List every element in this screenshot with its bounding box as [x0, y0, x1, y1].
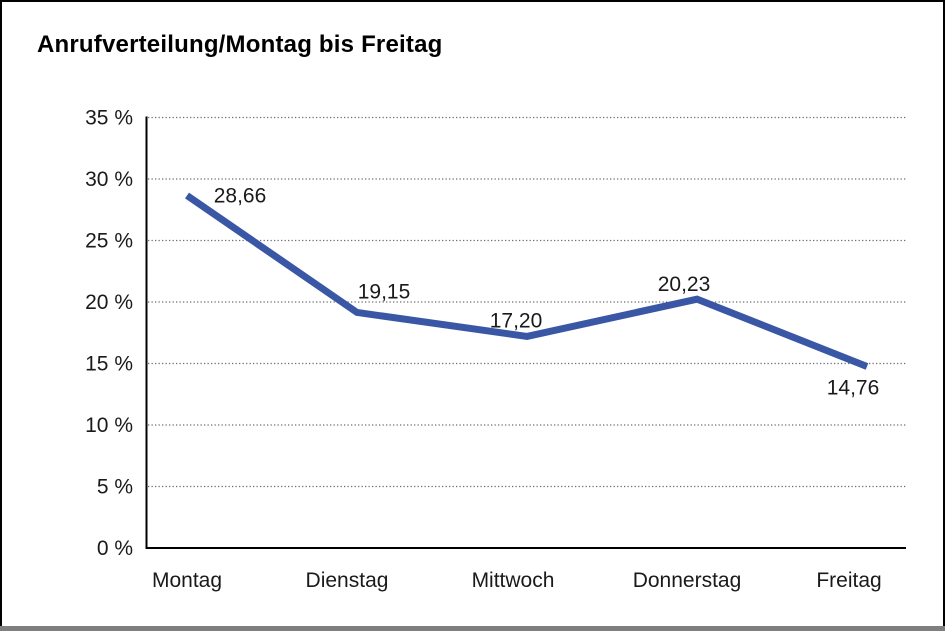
y-axis-tick-label: 30 %: [85, 168, 133, 191]
chart-title: Anrufverteilung/Montag bis Freitag: [37, 31, 443, 58]
data-point-label: 17,20: [490, 309, 543, 332]
y-axis-tick-label: 35 %: [85, 107, 133, 130]
y-axis-tick-label: 15 %: [85, 353, 133, 376]
x-axis-label: Mittwoch: [472, 569, 555, 592]
y-axis-tick-label: 20 %: [85, 291, 133, 314]
data-point-label: 19,15: [358, 280, 411, 303]
y-axis-tick-label: 25 %: [85, 230, 133, 253]
frame-shadow-bottom: [0, 626, 945, 631]
x-axis-label: Montag: [152, 569, 222, 592]
x-axis-label: Donnerstag: [633, 569, 742, 592]
x-axis-label: Dienstag: [306, 569, 389, 592]
x-axis-label: Freitag: [816, 569, 881, 592]
data-point-label: 20,23: [658, 273, 711, 296]
y-axis-tick-label: 0 %: [97, 537, 133, 560]
y-axis-tick-label: 10 %: [85, 414, 133, 437]
data-point-label: 28,66: [214, 184, 267, 207]
frame-border-right: [943, 0, 945, 631]
frame-border-top: [0, 0, 945, 2]
data-line: [185, 192, 869, 370]
y-axis-tick-label: 5 %: [97, 476, 133, 499]
frame-border-left: [0, 0, 2, 631]
data-point-label: 14,76: [827, 376, 880, 399]
